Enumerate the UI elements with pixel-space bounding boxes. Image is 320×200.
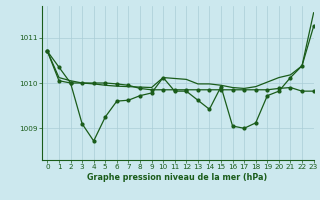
X-axis label: Graphe pression niveau de la mer (hPa): Graphe pression niveau de la mer (hPa) xyxy=(87,173,268,182)
